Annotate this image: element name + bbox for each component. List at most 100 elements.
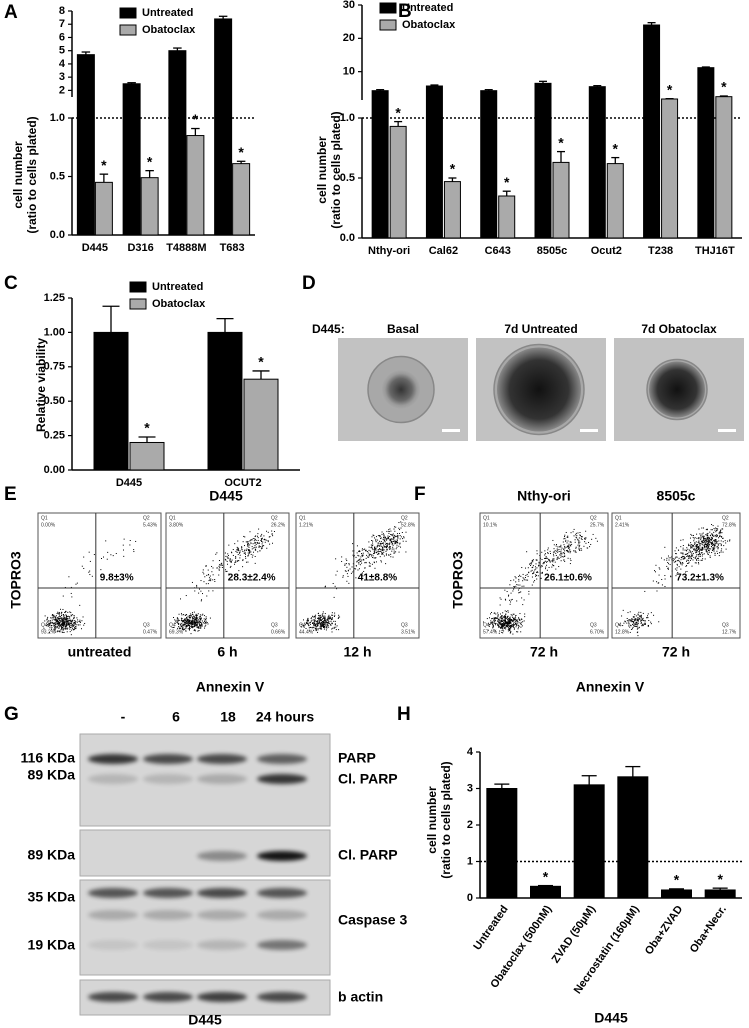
flow-event — [506, 625, 508, 627]
flow-event — [323, 625, 325, 627]
y-axis-label: (ratio to cells plated) — [329, 111, 343, 228]
flow-event — [231, 552, 233, 554]
flow-event — [675, 561, 677, 563]
flow-event — [701, 555, 703, 557]
flow-event — [69, 626, 71, 628]
flow-event — [73, 624, 75, 626]
flow-event — [646, 617, 648, 619]
flow-event — [60, 617, 62, 619]
flow-plot — [295, 512, 420, 639]
flow-event — [507, 618, 509, 620]
flow-event — [695, 545, 697, 547]
flow-event — [242, 566, 244, 568]
flow-event — [73, 621, 75, 623]
flow-event — [714, 539, 716, 541]
flow-event — [310, 626, 312, 628]
flow-event — [507, 621, 509, 623]
flow-event — [307, 623, 309, 625]
flow-event — [695, 544, 697, 546]
flow-event — [63, 614, 65, 616]
flow-event — [703, 537, 705, 539]
flow-event — [63, 623, 65, 625]
flow-event — [390, 530, 392, 532]
flow-event — [69, 624, 71, 626]
flow-event — [362, 552, 364, 554]
flow-event — [567, 557, 569, 559]
flow-event — [506, 623, 508, 625]
flow-event — [504, 616, 506, 618]
flow-event — [378, 553, 380, 555]
flow-event — [686, 570, 688, 572]
flow-event — [232, 549, 234, 551]
protein-band — [197, 910, 247, 920]
flow-event — [695, 556, 697, 558]
flow-event — [687, 559, 689, 561]
flow-event — [248, 543, 250, 545]
flow-event — [197, 613, 199, 615]
flow-event — [618, 623, 620, 625]
flow-event — [535, 574, 537, 576]
flow-event — [544, 557, 546, 559]
flow-event — [196, 619, 198, 621]
flow-event — [189, 617, 191, 619]
flow-event — [639, 615, 641, 617]
flow-event — [247, 544, 249, 546]
flow-event — [393, 541, 395, 543]
flow-event — [186, 616, 188, 618]
flow-event — [178, 623, 180, 625]
flow-event — [552, 553, 554, 555]
flow-event — [185, 623, 187, 625]
flow-event — [405, 540, 407, 542]
flow-event — [533, 581, 535, 583]
flow-event — [183, 624, 185, 626]
flow-event — [512, 616, 514, 618]
flow-event — [503, 621, 505, 623]
protein-label: Caspase 3 — [338, 912, 407, 928]
flow-event — [541, 565, 543, 567]
flow-event — [512, 624, 514, 626]
plot-title: Nthy-ori — [517, 488, 571, 504]
flow-event — [202, 571, 204, 573]
flow-event — [367, 552, 369, 554]
flow-event — [203, 581, 205, 583]
y-tick-label: 0.50 — [44, 395, 65, 407]
flow-event — [59, 630, 61, 632]
flow-event — [519, 618, 521, 620]
flow-event — [352, 550, 354, 552]
legend-label: Obatoclax — [152, 298, 206, 310]
flow-event — [708, 552, 710, 554]
flow-event — [188, 629, 190, 631]
bar — [552, 161, 570, 239]
flow-event — [699, 555, 701, 557]
flow-event — [503, 623, 505, 625]
flow-event — [504, 618, 506, 620]
flow-event — [635, 622, 637, 624]
flow-event — [705, 544, 707, 546]
flow-event — [403, 536, 405, 538]
flow-event — [390, 533, 392, 535]
flow-event — [700, 534, 702, 536]
flow-event — [513, 617, 515, 619]
flow-event — [685, 565, 687, 567]
flow-event — [531, 563, 533, 565]
flow-event — [257, 539, 259, 541]
flow-event — [238, 548, 240, 550]
flow-event — [73, 622, 75, 624]
flow-event — [711, 546, 713, 548]
flow-event — [698, 542, 700, 544]
flow-event — [70, 614, 72, 616]
flow-event — [640, 614, 642, 616]
flow-event — [372, 549, 374, 551]
flow-event — [716, 541, 718, 543]
flow-event — [713, 548, 715, 550]
flow-event — [632, 620, 634, 622]
flow-event — [67, 627, 69, 629]
flow-event — [62, 629, 64, 631]
flow-event — [634, 618, 636, 620]
flow-event — [704, 539, 706, 541]
flow-event — [698, 528, 700, 530]
flow-event — [188, 628, 190, 630]
flow-event — [685, 553, 687, 555]
flow-event — [224, 552, 226, 554]
y-tick-label: 2 — [467, 819, 473, 831]
